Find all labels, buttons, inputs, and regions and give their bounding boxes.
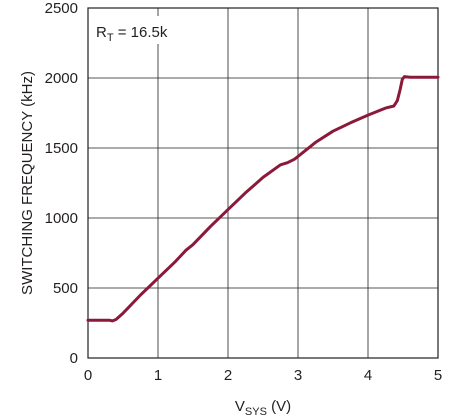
y-tick-label: 2000 [45, 70, 78, 87]
series-line [86, 75, 440, 323]
grid-lines [88, 8, 438, 358]
y-axis-label: SWITCHING FREQUENCY (kHz) [19, 71, 36, 295]
x-tick-label: 4 [364, 367, 372, 384]
x-tick-label: 3 [294, 367, 302, 384]
x-tick-label: 0 [84, 367, 92, 384]
x-tick-label: 2 [224, 367, 232, 384]
x-axis-label: VSYS (V) [235, 398, 291, 417]
y-tick-label: 2500 [45, 0, 78, 17]
y-tick-label: 500 [53, 280, 78, 297]
plot-frame [87, 7, 439, 359]
tick-labels: 0 1 2 3 4 5 0 500 1000 1500 2000 2500 [45, 0, 443, 384]
y-tick-label: 1000 [45, 210, 78, 227]
annotation-background [90, 16, 186, 44]
annotation-label: RT = 16.5k [96, 24, 168, 44]
x-tick-label: 1 [154, 367, 162, 384]
y-tick-label: 0 [70, 350, 78, 367]
x-tick-label: 5 [434, 367, 442, 384]
y-tick-label: 1500 [45, 140, 78, 157]
